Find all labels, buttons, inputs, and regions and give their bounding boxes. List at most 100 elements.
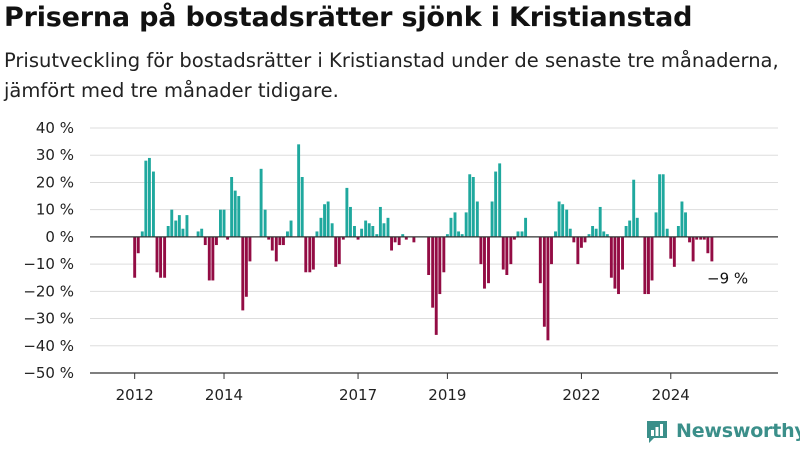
bar [371,226,375,237]
bar [353,226,356,237]
bar [654,212,658,237]
bar [442,236,446,273]
bar [561,204,565,237]
chart-subtitle: Prisutveckling för bostadsrätter i Krist… [4,49,779,102]
bar [248,236,252,262]
bar [404,236,408,240]
bar [147,157,151,237]
y-tick-label: −10 % [23,255,74,273]
bar [643,236,647,295]
bar [412,236,416,243]
bar [289,220,293,237]
bar [219,209,222,237]
bar [557,201,561,237]
bar [438,236,442,295]
bar [155,236,159,273]
bar [605,234,609,237]
bar [487,236,490,284]
newsworthy-logo: Newsworthy [644,418,800,444]
bar [688,236,691,243]
bar [281,236,285,246]
bar [684,212,687,237]
bar [196,231,200,237]
y-tick-label: −30 % [23,310,74,328]
bar [453,212,457,237]
bar [311,236,315,270]
x-tick-label: 2014 [205,386,243,404]
y-tick-label: 40 % [36,119,74,137]
bar [509,236,513,265]
bar [460,234,464,237]
bar [163,236,167,278]
bar [434,236,438,335]
x-tick-label: 2019 [428,386,466,404]
bar [207,236,211,281]
y-tick-label: −40 % [23,337,74,355]
bars [133,144,714,341]
bar [200,228,204,237]
bar [628,220,632,237]
bar [568,228,572,237]
bar [554,231,557,237]
bar [594,228,598,237]
bar [598,206,602,237]
y-tick-label: 0 % [45,228,74,246]
bar [323,204,326,237]
y-tick-label: 20 % [36,173,74,191]
bar [471,177,475,237]
bar [330,223,334,237]
bar [676,226,680,237]
bar [650,236,654,281]
bar [661,174,665,237]
bar [315,231,319,237]
bar [617,236,620,295]
bar [278,236,282,246]
bar [431,236,435,308]
bar [490,201,494,237]
bar [267,236,271,240]
bar [286,231,289,237]
bar [695,236,699,240]
bar [516,231,520,237]
bar [244,236,248,297]
y-tick-label: 30 % [36,146,74,164]
bar [360,228,364,237]
bar [579,236,583,248]
x-tick-label: 2024 [652,386,690,404]
bar [345,187,349,237]
y-tick-label: −50 % [23,364,74,382]
bar [151,171,155,237]
bar [468,174,472,237]
bar [230,177,234,237]
bar [576,236,580,265]
bar [587,234,591,237]
newsworthy-logo-icon [647,421,667,443]
bar [542,236,546,327]
bar [233,190,237,237]
tick-labels: 40 % 30 % 20 % 10 % 0 % −10 % −20 % −30 % −40 % −… [23,119,690,404]
bar [550,236,553,265]
bar [222,209,226,237]
bar [133,236,137,278]
bar [691,236,695,262]
bar [445,234,449,237]
bar [367,223,371,237]
bar [390,236,394,251]
bar [613,236,617,289]
bar [669,236,673,259]
bar [621,236,624,270]
bar [378,206,382,237]
bar [319,217,323,237]
bar [672,236,676,267]
bar [341,236,345,240]
bar [583,236,587,243]
last-value-annotation: −9 % [707,269,748,287]
bar [140,231,144,237]
bar [274,236,278,262]
bar [464,212,468,237]
bar [524,217,528,237]
brand-name: Newsworthy [676,420,800,442]
bar [349,206,352,237]
bar [326,201,330,237]
bar [475,201,479,237]
